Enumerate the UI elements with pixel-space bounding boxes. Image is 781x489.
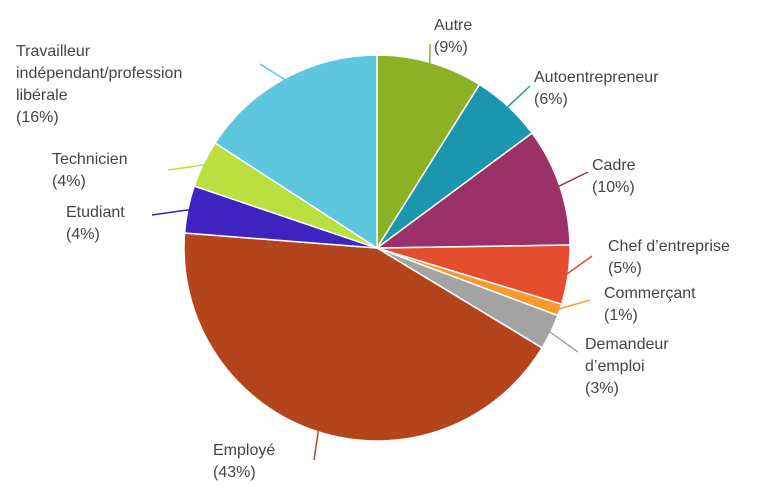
slice-label-chef-d-entreprise: Chef d’entreprise (5%) (608, 238, 730, 277)
leader-line-autoentrepreneur (506, 85, 531, 109)
slice-label-autre: Autre (9%) (434, 17, 472, 56)
leader-line-employe (313, 429, 320, 461)
leader-line-travailleur-independant-profession-liberale (259, 63, 287, 81)
leader-line-technicien (167, 163, 206, 171)
slice-label-employe: Employé (43%) (213, 442, 275, 481)
leader-line-demandeur-d-emploi (548, 330, 579, 353)
pie-slice-travailleur-independant-profession-liberale (214, 54, 378, 250)
leader-line-commercant (557, 299, 591, 311)
slice-label-demandeur-d-emploi: Demandeur d’emploi (3%) (585, 336, 669, 397)
slice-label-autoentrepreneur: Autoentrepreneur (6%) (534, 69, 659, 108)
slice-labels: Autre (9%) Autoentrepreneur (6%) Cadre (10%) C… (16, 17, 730, 481)
slice-label-commercant: Commerçant (1%) (604, 285, 696, 324)
leader-line-cadre (557, 171, 589, 188)
slice-label-etudiant: Etudiant (4%) (66, 204, 125, 243)
leader-line-chef-d-entreprise (565, 255, 593, 276)
leader-line-etudiant (151, 208, 191, 216)
pie-slices (183, 54, 571, 442)
leader-lines (151, 43, 593, 461)
slice-label-cadre: Cadre (10%) (592, 157, 636, 196)
slice-label-travailleur-independant-profession-liberale: Travailleur indépendant/profession libéral… (16, 43, 182, 126)
slice-label-technicien: Technicien (4%) (52, 151, 128, 190)
